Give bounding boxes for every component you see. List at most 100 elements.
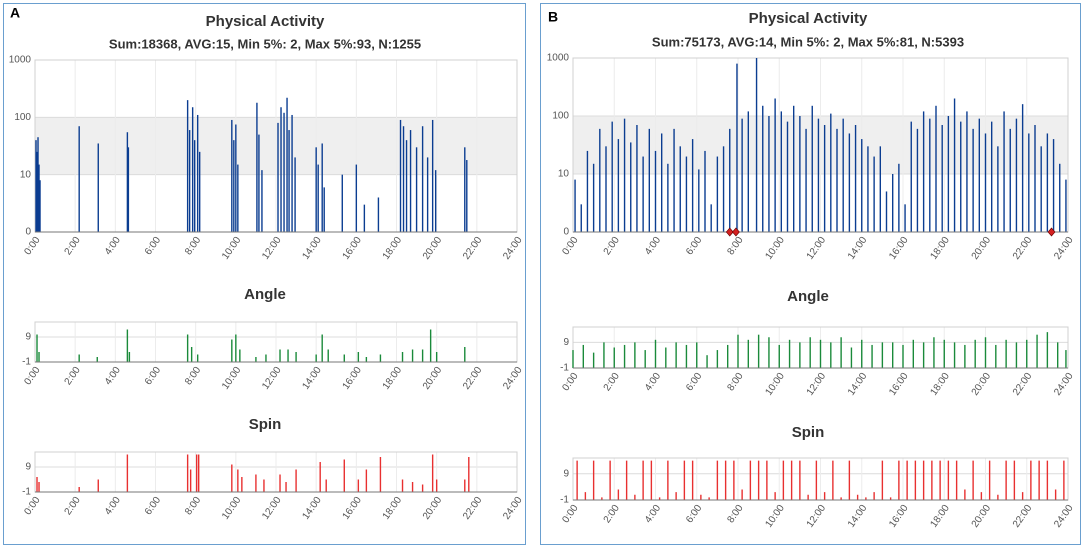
y-tick-label: 9 bbox=[25, 462, 31, 473]
x-tick-label: 12:00 bbox=[805, 503, 829, 530]
x-tick-label: 10:00 bbox=[220, 495, 244, 522]
x-tick-label: 0:00 bbox=[560, 503, 580, 526]
x-tick-label: 18:00 bbox=[381, 235, 405, 262]
x-tick-label: 12:00 bbox=[260, 235, 284, 262]
x-tick-label: 22:00 bbox=[461, 365, 485, 392]
x-tick-label: 0:00 bbox=[560, 371, 580, 394]
x-tick-label: 22:00 bbox=[461, 495, 485, 522]
x-tick-label: 2:00 bbox=[63, 235, 83, 258]
x-tick-label: 12:00 bbox=[260, 365, 284, 392]
y-tick-label: 1000 bbox=[547, 53, 570, 64]
chart-title: Angle bbox=[787, 288, 829, 305]
y-tick-label: 0 bbox=[25, 227, 31, 238]
event-marker bbox=[725, 227, 734, 237]
x-tick-label: 10:00 bbox=[764, 503, 788, 530]
x-tick-label: 4:00 bbox=[103, 495, 123, 518]
x-tick-label: 4:00 bbox=[103, 365, 123, 388]
x-tick-label: 20:00 bbox=[421, 365, 445, 392]
x-tick-label: 14:00 bbox=[846, 503, 870, 530]
x-tick-label: 16:00 bbox=[341, 495, 365, 522]
x-tick-label: 14:00 bbox=[300, 235, 324, 262]
chart-subtitle: Sum:18368, AVG:15, Min 5%: 2, Max 5%:93,… bbox=[109, 36, 421, 51]
panel-label: B bbox=[548, 9, 558, 25]
x-tick-label: 4:00 bbox=[103, 235, 123, 258]
x-tick-label: 14:00 bbox=[300, 495, 324, 522]
x-tick-label: 12:00 bbox=[260, 495, 284, 522]
x-tick-label: 2:00 bbox=[63, 365, 83, 388]
x-tick-label: 24:00 bbox=[1052, 503, 1076, 530]
x-tick-label: 10:00 bbox=[220, 235, 244, 262]
x-tick-label: 12:00 bbox=[805, 371, 829, 398]
x-tick-label: 6:00 bbox=[143, 495, 163, 518]
x-tick-label: 16:00 bbox=[341, 365, 365, 392]
x-tick-label: 22:00 bbox=[1011, 235, 1035, 262]
chart-title: Physical Activity bbox=[206, 13, 325, 30]
x-tick-label: 20:00 bbox=[421, 495, 445, 522]
chart-title: Spin bbox=[249, 416, 282, 433]
x-tick-label: 20:00 bbox=[421, 235, 445, 262]
y-tick-label: 0 bbox=[563, 227, 569, 238]
x-tick-label: 16:00 bbox=[887, 371, 911, 398]
x-tick-label: 18:00 bbox=[929, 235, 953, 262]
x-tick-label: 18:00 bbox=[929, 371, 953, 398]
x-tick-label: 6:00 bbox=[684, 503, 704, 526]
y-tick-label: -1 bbox=[22, 487, 31, 498]
x-tick-label: 10:00 bbox=[764, 371, 788, 398]
x-tick-label: 14:00 bbox=[846, 371, 870, 398]
y-tick-label: 100 bbox=[552, 111, 569, 122]
chart-subtitle: Sum:75173, AVG:14, Min 5%: 2, Max 5%:81,… bbox=[652, 34, 964, 49]
x-tick-label: 16:00 bbox=[887, 503, 911, 530]
y-tick-label: -1 bbox=[560, 495, 569, 506]
x-tick-label: 2:00 bbox=[602, 503, 622, 526]
x-tick-label: 18:00 bbox=[929, 503, 953, 530]
x-tick-label: 24:00 bbox=[501, 235, 525, 262]
x-tick-label: 8:00 bbox=[183, 495, 203, 518]
x-tick-label: 4:00 bbox=[643, 371, 663, 394]
x-tick-label: 4:00 bbox=[643, 235, 663, 258]
x-tick-label: 24:00 bbox=[501, 495, 525, 522]
y-tick-label: 9 bbox=[563, 337, 569, 348]
x-tick-label: 2:00 bbox=[602, 371, 622, 394]
y-tick-label: 10 bbox=[20, 169, 32, 180]
x-tick-label: 14:00 bbox=[846, 235, 870, 262]
x-tick-label: 24:00 bbox=[1052, 371, 1076, 398]
x-tick-label: 8:00 bbox=[183, 235, 203, 258]
x-tick-label: 16:00 bbox=[341, 235, 365, 262]
x-tick-label: 4:00 bbox=[643, 503, 663, 526]
x-tick-label: 6:00 bbox=[684, 371, 704, 394]
y-tick-label: 9 bbox=[563, 468, 569, 479]
x-tick-label: 6:00 bbox=[143, 365, 163, 388]
x-tick-label: 12:00 bbox=[805, 235, 829, 262]
x-tick-label: 24:00 bbox=[1052, 235, 1076, 262]
x-tick-label: 8:00 bbox=[725, 371, 745, 394]
x-tick-label: 0:00 bbox=[22, 235, 42, 258]
y-tick-label: 10 bbox=[558, 169, 570, 180]
x-tick-label: 0:00 bbox=[560, 235, 580, 258]
x-tick-label: 20:00 bbox=[970, 235, 994, 262]
x-tick-label: 10:00 bbox=[220, 365, 244, 392]
x-tick-label: 18:00 bbox=[381, 495, 405, 522]
x-tick-label: 2:00 bbox=[63, 495, 83, 518]
x-tick-label: 24:00 bbox=[501, 365, 525, 392]
x-tick-label: 8:00 bbox=[725, 503, 745, 526]
x-tick-label: 20:00 bbox=[970, 371, 994, 398]
x-tick-label: 20:00 bbox=[970, 503, 994, 530]
panel-label: A bbox=[10, 5, 20, 21]
panel-frame bbox=[3, 3, 526, 545]
x-tick-label: 16:00 bbox=[887, 235, 911, 262]
event-marker bbox=[732, 227, 740, 237]
x-tick-label: 22:00 bbox=[1011, 371, 1035, 398]
x-tick-label: 6:00 bbox=[143, 235, 163, 258]
y-tick-label: 1000 bbox=[9, 55, 32, 66]
y-tick-label: -1 bbox=[22, 357, 31, 368]
x-tick-label: 22:00 bbox=[461, 235, 485, 262]
event-marker bbox=[1047, 227, 1056, 237]
x-tick-label: 6:00 bbox=[684, 235, 704, 258]
x-tick-label: 0:00 bbox=[22, 365, 42, 388]
x-tick-label: 22:00 bbox=[1011, 503, 1035, 530]
x-tick-label: 18:00 bbox=[381, 365, 405, 392]
x-tick-label: 8:00 bbox=[183, 365, 203, 388]
y-tick-label: 100 bbox=[14, 112, 31, 123]
chart-title: Spin bbox=[792, 424, 825, 441]
